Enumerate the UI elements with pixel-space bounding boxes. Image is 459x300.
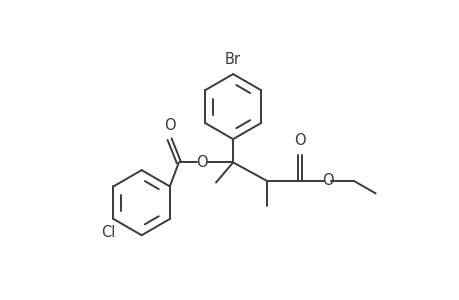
Text: O: O — [293, 134, 305, 148]
Text: Br: Br — [224, 52, 241, 67]
Text: O: O — [163, 118, 175, 133]
Text: Cl: Cl — [101, 224, 115, 239]
Text: O: O — [196, 155, 207, 170]
Text: O: O — [321, 173, 333, 188]
